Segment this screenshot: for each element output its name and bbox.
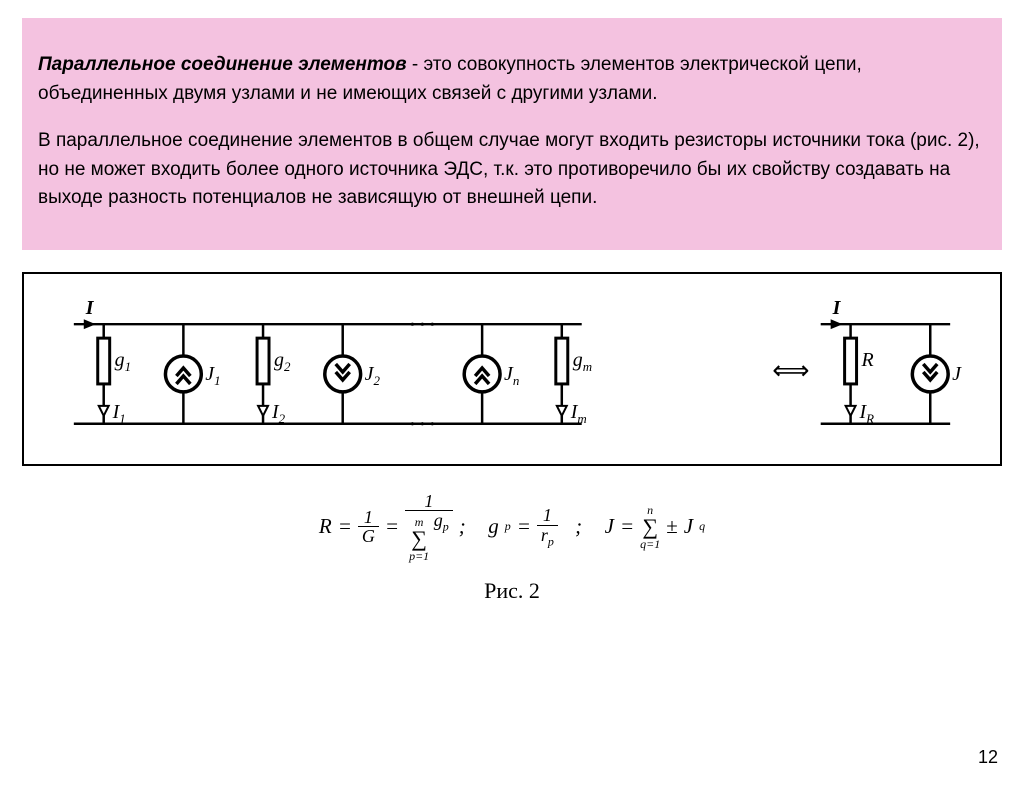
figure-caption: Рис. 2 bbox=[22, 578, 1002, 604]
svg-text:IR: IR bbox=[859, 400, 875, 425]
frac-1overSumgp: 1 m ∑ p=1 gp bbox=[405, 492, 453, 563]
svg-text:R: R bbox=[861, 349, 874, 371]
svg-text:J2: J2 bbox=[365, 362, 381, 387]
svg-text:I1: I1 bbox=[112, 400, 126, 425]
page-number: 12 bbox=[978, 747, 998, 768]
svg-text:I: I bbox=[832, 297, 842, 319]
diagram-section: Ig1I1J1g2I2J2JngmIm IRIRJ ⟺ R = 1 G = 1 … bbox=[22, 272, 1002, 605]
definition-text-block: Параллельное соединение элементов - это … bbox=[22, 18, 1002, 250]
svg-text:I: I bbox=[85, 297, 95, 319]
svg-text:I2: I2 bbox=[271, 400, 286, 425]
sum-gp: m ∑ p=1 bbox=[409, 516, 429, 562]
svg-text:J: J bbox=[952, 362, 962, 384]
frac-1overrp: 1 rp bbox=[537, 506, 558, 548]
paragraph-2: В параллельное соединение элементов в об… bbox=[38, 127, 986, 213]
svg-text:Jn: Jn bbox=[504, 362, 519, 387]
paragraph-1: Параллельное соединение элементов - это … bbox=[38, 51, 986, 108]
circuit-svg: Ig1I1J1g2I2J2JngmIm IRIRJ ⟺ bbox=[34, 284, 990, 454]
term-bold: Параллельное соединение элементов bbox=[38, 54, 407, 75]
formulas: R = 1 G = 1 m ∑ p=1 gp ; bbox=[22, 492, 1002, 563]
left-circuit: Ig1 I1 J1 g2 I2 J2 Jn gm Im bbox=[74, 297, 592, 426]
svg-text:J1: J1 bbox=[205, 362, 220, 387]
right-circuit: IRIRJ bbox=[821, 297, 962, 426]
svg-text:g1: g1 bbox=[115, 349, 131, 374]
svg-text:Im: Im bbox=[570, 400, 587, 425]
svg-text:gm: gm bbox=[573, 349, 592, 374]
sum-Jq: n ∑ q=1 bbox=[640, 504, 660, 550]
svg-text:g2: g2 bbox=[274, 349, 291, 374]
circuit-diagram: Ig1I1J1g2I2J2JngmIm IRIRJ ⟺ bbox=[22, 272, 1002, 466]
equivalence-arrow: ⟺ bbox=[772, 356, 809, 384]
var-R: R bbox=[319, 514, 332, 539]
frac-1overG: 1 G bbox=[358, 508, 379, 547]
